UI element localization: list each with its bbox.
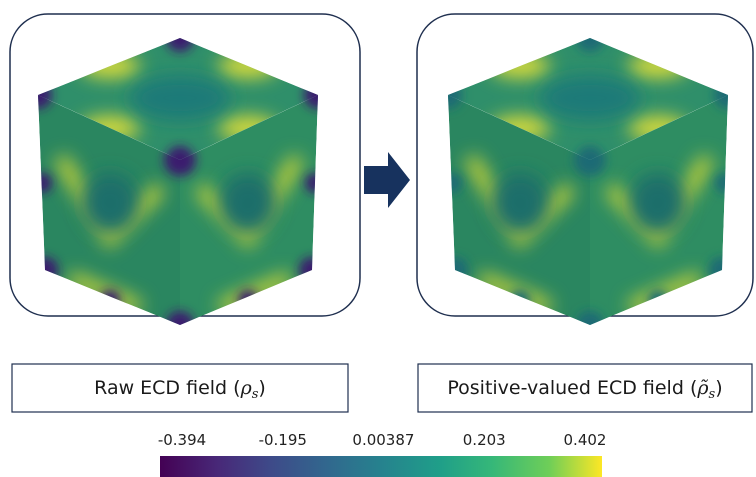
cube-positive [434,24,742,339]
caption-symbol: ρ [240,377,253,399]
caption-symbol: ρ̃ [696,377,709,399]
caption-text: Positive-valued ECD field ( [447,377,697,399]
tick-label: -0.394 [158,431,206,449]
figure: Raw ECD field (ρs) Positive-valued ECD f… [0,0,756,477]
colorbar [160,456,602,477]
arrow [364,152,410,208]
caption-close: ) [715,377,722,399]
caption-close: ) [258,377,265,399]
tick-label: 0.402 [564,431,607,449]
caption: Raw ECD field (ρs) [94,377,266,402]
tick-label: 0.00387 [352,431,414,449]
cube-raw [24,24,332,339]
caption: Positive-valued ECD field (ρ̃s) [447,377,722,402]
caption-text: Raw ECD field ( [94,377,240,399]
tick-label: -0.195 [259,431,307,449]
colorbar-ticks: -0.394 -0.195 0.00387 0.203 0.402 [158,431,607,449]
tick-label: 0.203 [463,431,506,449]
